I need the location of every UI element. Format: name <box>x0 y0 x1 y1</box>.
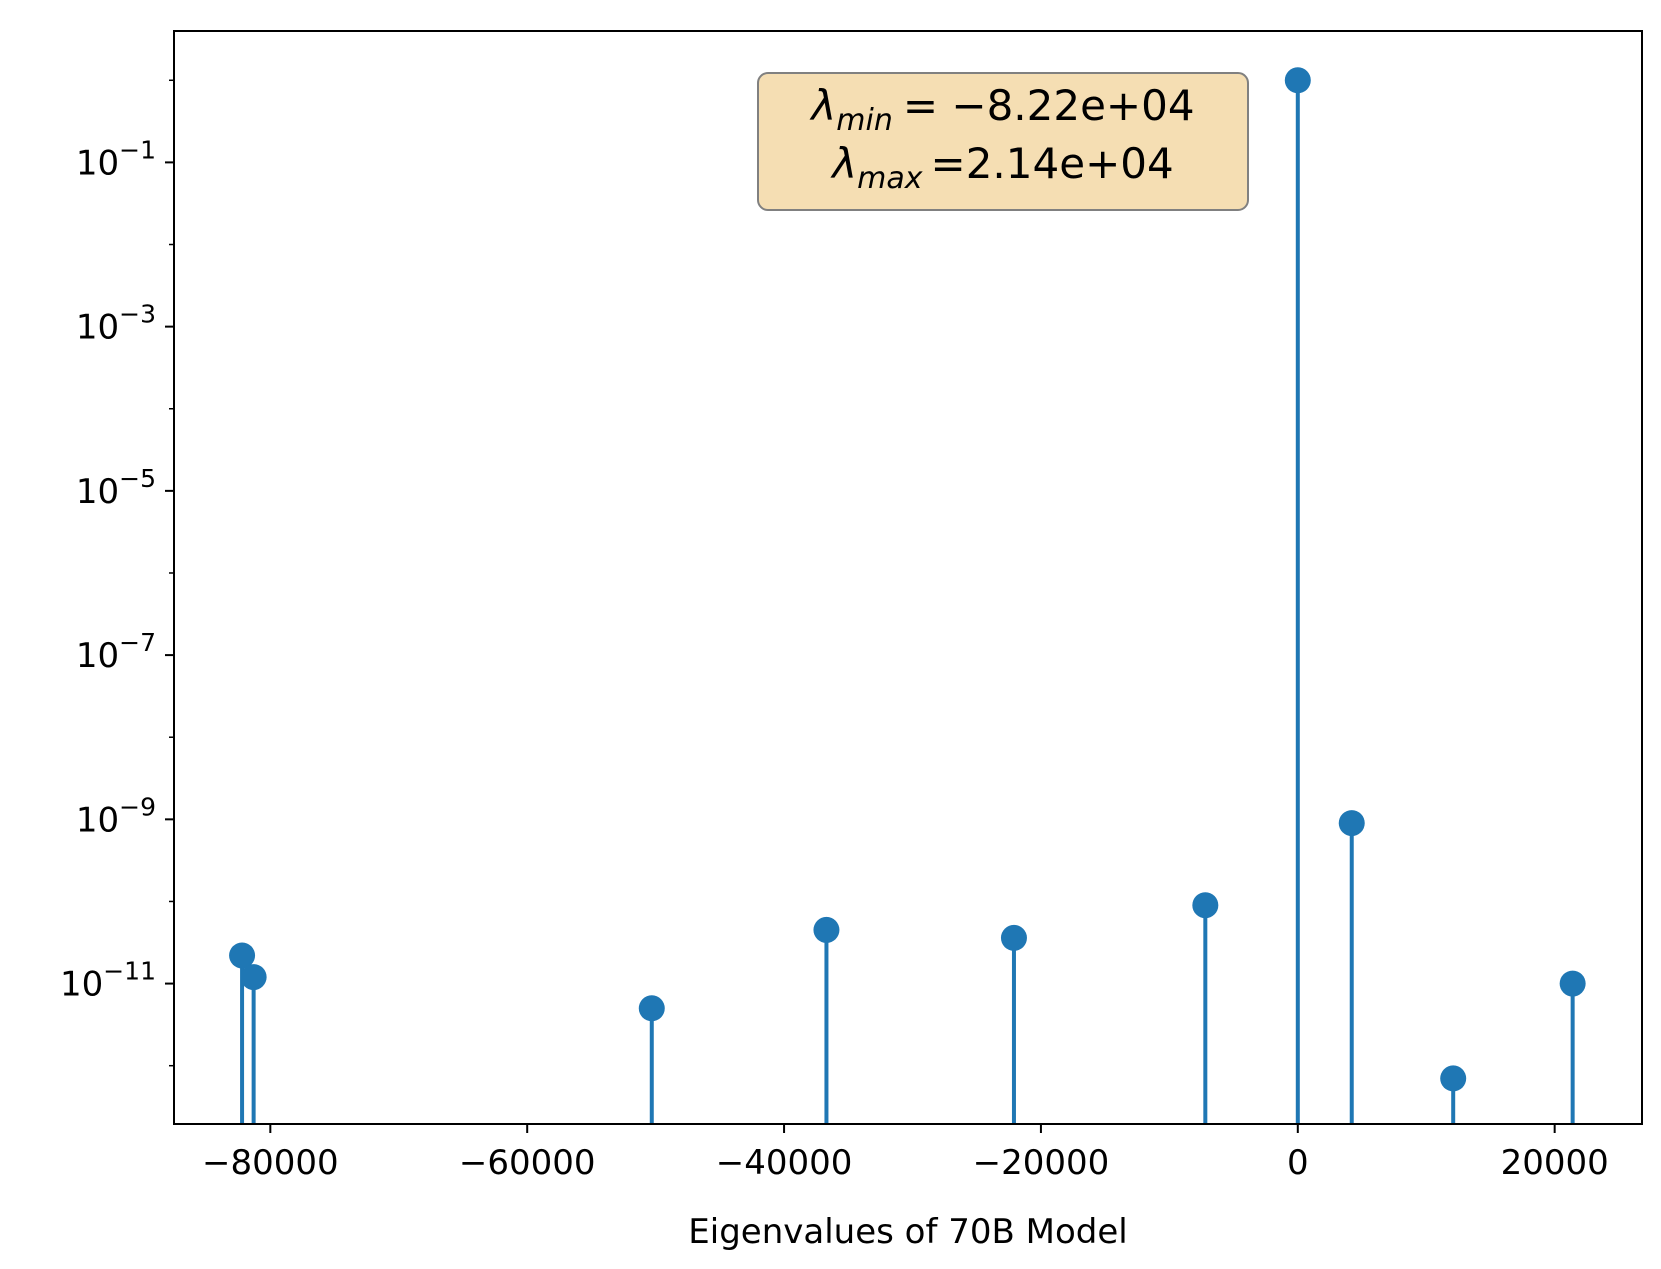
stem-marker-8 <box>1440 1065 1467 1092</box>
y-tick-label: 10−5 <box>76 464 156 512</box>
stem-series <box>229 67 1586 1124</box>
y-axis-ticks: 10−1 10−3 10−5 10−7 10−9 10−11 <box>60 79 174 1067</box>
x-tick-label: −40000 <box>716 1143 853 1183</box>
y-tick-label: 10−7 <box>76 628 156 676</box>
y-tick-label: 10−11 <box>60 957 156 1005</box>
y-tick-label: 10−3 <box>76 300 156 348</box>
x-tick-label: −20000 <box>973 1143 1110 1183</box>
lambda-min-text: λmin = −8.22e+04 <box>809 81 1194 138</box>
stem-marker-5 <box>1192 892 1219 919</box>
y-tick-label: 10−1 <box>76 135 156 183</box>
x-axis-ticks: −80000 −60000 −40000 −20000 0 20000 <box>202 1124 1609 1183</box>
stem-marker-3 <box>813 916 840 943</box>
x-tick-label: 20000 <box>1501 1143 1609 1183</box>
stem-marker-7 <box>1338 810 1365 837</box>
x-tick-label: 0 <box>1287 1143 1309 1183</box>
x-axis-label: Eigenvalues of 70B Model <box>688 1212 1127 1252</box>
stem-marker-1 <box>240 964 267 991</box>
stem-marker-2 <box>638 995 665 1022</box>
stem-marker-0 <box>229 942 256 969</box>
stem-marker-9 <box>1559 970 1586 997</box>
plot-frame <box>173 30 1643 1125</box>
stem-marker-4 <box>1000 924 1027 951</box>
x-tick-label: −80000 <box>202 1143 339 1183</box>
stem-marker-6 <box>1284 67 1311 94</box>
plot-background <box>174 31 1642 1124</box>
x-tick-label: −60000 <box>459 1143 596 1183</box>
lambda-max-text: λmax =2.14e+04 <box>830 139 1173 196</box>
eigenvalue-annotation: λmin = −8.22e+04 λmax =2.14e+04 <box>757 72 1249 211</box>
annotation-box <box>757 72 1249 211</box>
y-tick-label: 10−9 <box>76 792 156 840</box>
